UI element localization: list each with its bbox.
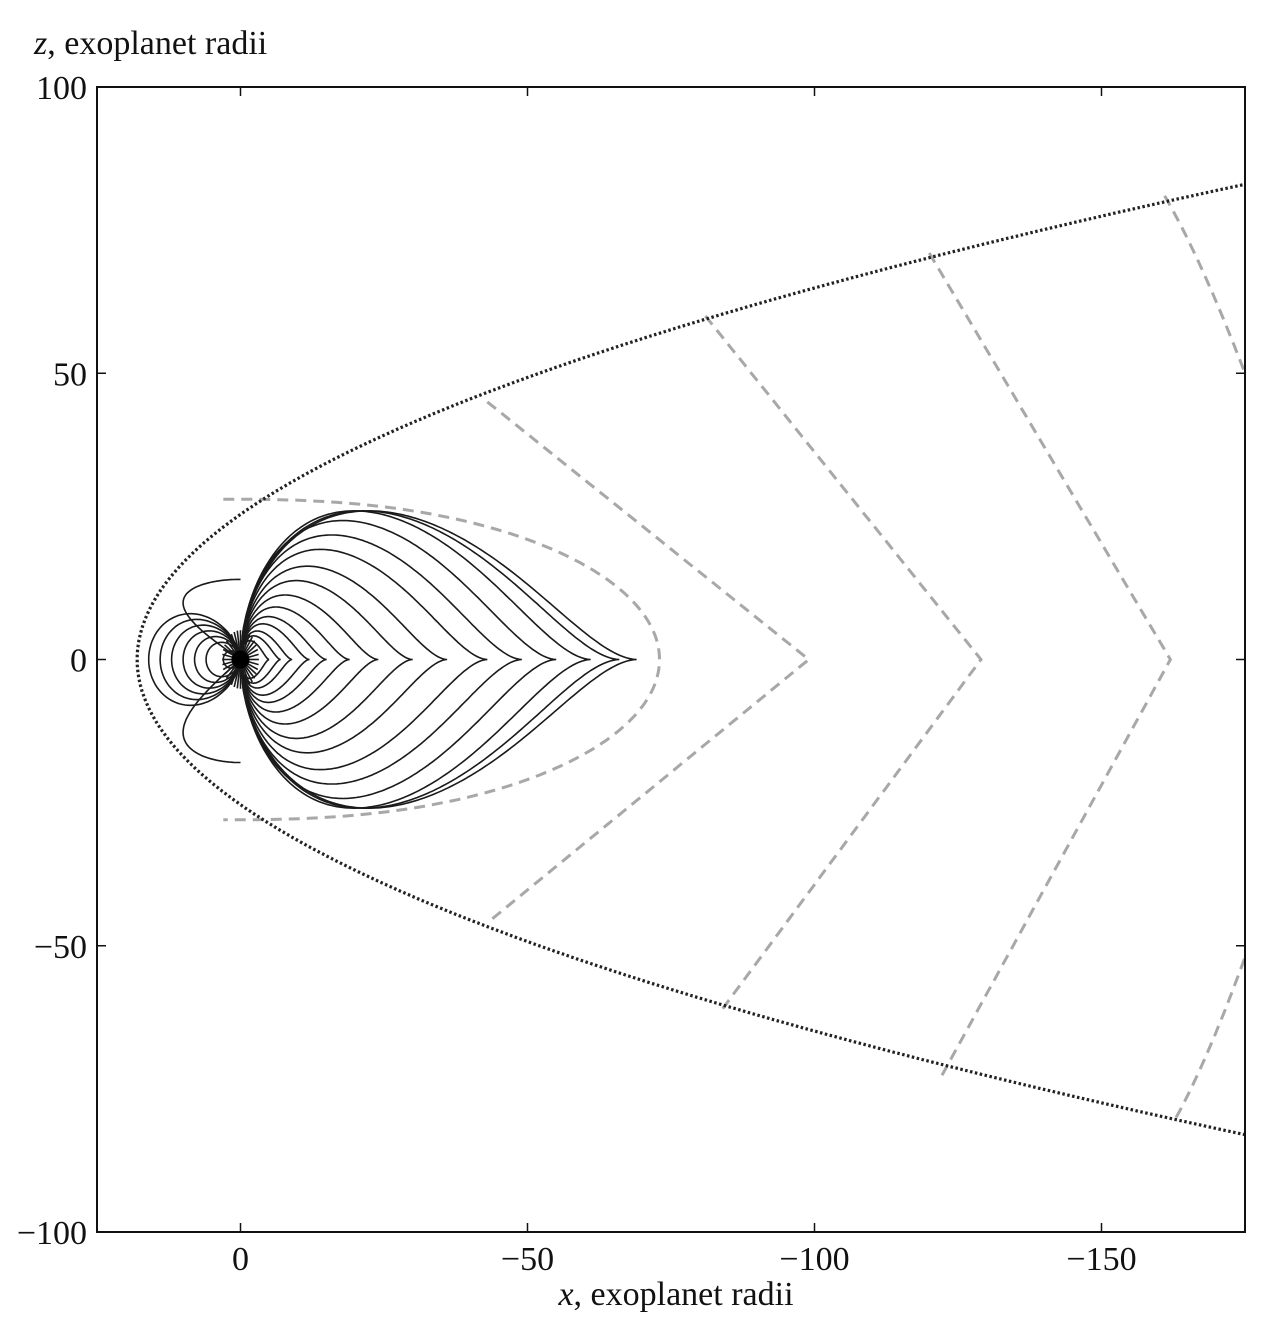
x-tick-label: −50 [501, 1241, 554, 1278]
magnetopause-boundary [135, 182, 1245, 1137]
dashed-field-line-4 [1163, 195, 1245, 374]
dayside-field-line-6 [159, 618, 242, 701]
x-tick-label: −150 [1066, 1241, 1136, 1278]
x-tick-label: 0 [232, 1241, 249, 1278]
core-spoke [240, 631, 248, 655]
nightside-field-line-11 [239, 534, 522, 785]
core-spoke [240, 664, 245, 689]
dayside-field-line-4 [182, 630, 242, 689]
core-spoke [233, 631, 241, 655]
y-tick-label: 50 [53, 356, 87, 393]
y-axis-ticks: 100 50 0 −50 −100 [17, 70, 1245, 1252]
core-spoke [240, 630, 245, 655]
nightside-field-line-7 [239, 594, 379, 725]
core-spoke [236, 664, 241, 689]
x-axis-title: x, exoplanet radii [557, 1276, 793, 1313]
exoplanet-marker [231, 650, 250, 669]
nightside-field-line-10 [239, 548, 488, 771]
y-tick-label: 100 [36, 70, 87, 107]
nightside-field-line-4 [239, 623, 310, 696]
y-tick-label: −50 [34, 929, 87, 966]
core-spoke [233, 664, 241, 688]
y-tick-label: −100 [17, 1215, 87, 1252]
nightside-field-line-15 [239, 509, 637, 810]
dayside-outer-field-line-1 [182, 578, 241, 661]
nightside-field-line-5 [239, 615, 327, 704]
dashed-field-line-3 [928, 252, 1173, 1079]
core-spoke [236, 630, 241, 655]
dashed-separatrix-loop [223, 497, 662, 822]
nightside-field-line-8 [239, 579, 413, 740]
nightside-field-line-2 [239, 635, 281, 684]
y-axis-title: z, exoplanet radii [33, 25, 267, 62]
dashed-field-lines [223, 195, 1245, 1119]
nightside-field-line-12 [239, 519, 557, 800]
dashed-field-line-5 [1174, 956, 1245, 1119]
y-tick-label: 0 [70, 643, 87, 680]
magnetopause-line [135, 182, 1245, 1137]
x-axis-ticks: 0 −50 −100 −150 [232, 87, 1137, 1278]
nightside-field-line-9 [239, 565, 448, 754]
dayside-field-line-7 [147, 612, 242, 707]
core-spoke [240, 664, 248, 688]
dashed-field-line-2 [704, 315, 983, 1010]
plot-area [135, 182, 1245, 1137]
nightside-field-line-6 [239, 606, 350, 713]
nightside-field-line-3 [239, 630, 293, 689]
dayside-outer-field-line-2 [182, 658, 242, 764]
dashed-field-line-1 [486, 400, 812, 924]
closed-field-lines [147, 509, 637, 810]
x-tick-label: −100 [779, 1241, 849, 1278]
